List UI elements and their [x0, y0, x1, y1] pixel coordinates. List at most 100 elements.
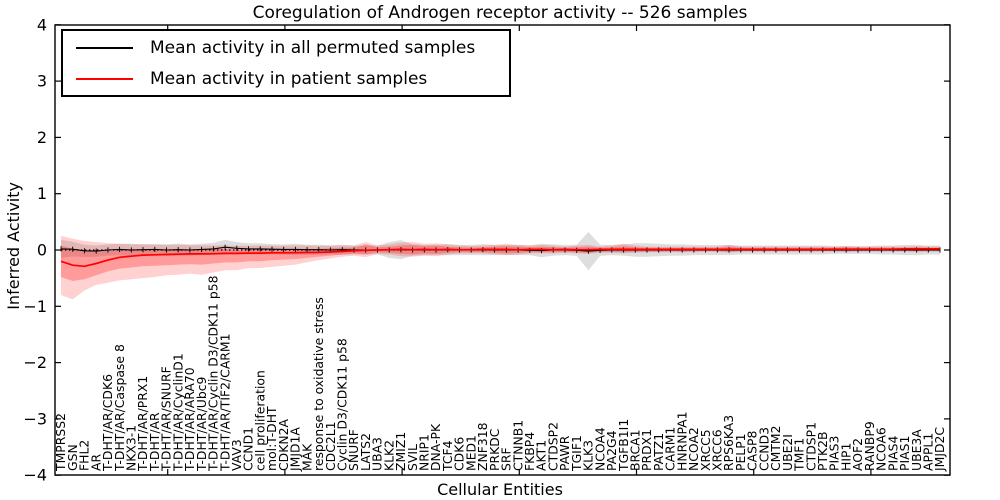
x-tick-label: BRCA1: [628, 429, 643, 471]
x-tick-label: PA2G4: [604, 430, 619, 471]
x-tick-label: PRDX1: [639, 429, 654, 471]
y-tick-label: −2: [23, 353, 47, 372]
x-tick-label: NRIP1: [417, 434, 432, 471]
x-tick-label: T-DHT/AR/TIF2/CARM1: [217, 334, 232, 472]
x-tick-label: FHL2: [77, 440, 92, 471]
x-tick-label: T-DHT/AR: [147, 412, 162, 472]
x-tick-label: CDC2L1: [323, 421, 338, 471]
x-tick-label: PELP1: [733, 433, 748, 471]
confidence-bands: [61, 232, 940, 300]
x-tick-label: CASP8: [745, 431, 760, 471]
x-tick-label: CARM1: [663, 427, 678, 471]
x-tick-label: Cyclin D3/CDK11 p58: [335, 338, 350, 471]
x-tick-label: TMPRSS2: [53, 413, 68, 472]
y-tick-label: −1: [23, 297, 47, 316]
x-tick-label: RANBP9: [862, 421, 877, 471]
x-axis-major-ticks: [167, 25, 872, 475]
x-tick-label: UBA3: [370, 437, 385, 471]
x-tick-label: AOF2: [850, 438, 865, 471]
x-tick-label: CTDSP2: [545, 422, 560, 471]
x-tick-label: T-DHT/AR/PRX1: [135, 376, 150, 472]
x-tick-label: DNA-PK: [428, 423, 443, 471]
x-tick-label: PIAS3: [827, 436, 842, 471]
x-tick-label: RPS6KA3: [721, 415, 736, 471]
patient-line-swatch: [76, 77, 133, 80]
y-tick-label: −3: [23, 409, 47, 428]
y-tick-label: 1: [37, 184, 47, 203]
legend-entry-patient: Mean activity in patient samples: [63, 63, 509, 94]
x-tick-label: VAV3: [229, 439, 244, 471]
y-tick-label: 3: [37, 72, 47, 91]
x-tick-label: T-DHT/AR/CDK6: [100, 374, 115, 472]
x-tick-label: CCND1: [241, 427, 256, 471]
x-tick-label: CTDSP1: [803, 422, 818, 471]
x-tick-label: SNURF: [346, 429, 361, 471]
x-tick-label: cell proliferation: [252, 370, 267, 471]
x-tick-label: response to oxidative stress: [311, 297, 326, 471]
x-tick-label: CDK6: [452, 437, 467, 471]
x-tick-label: SRF: [499, 447, 514, 471]
x-tick-label: PTK2B: [815, 431, 830, 471]
x-tick-label: CMTM2: [768, 426, 783, 472]
x-tick-label: TGFB1I1: [616, 419, 631, 472]
x-tick-label: CDKN2A: [276, 419, 291, 471]
permuted-band: [61, 232, 940, 271]
x-tick-label: JMJD2C: [932, 427, 947, 472]
x-axis-label: Cellular Entities: [437, 480, 563, 499]
x-tick-label: FKBP4: [522, 432, 537, 471]
x-tick-label: AKT1: [534, 440, 549, 471]
x-tick-label: GSN: [65, 444, 80, 471]
y-tick-label: 4: [37, 15, 47, 34]
y-tick-label: −4: [23, 466, 47, 485]
x-tick-label: T-DHT/AR/ARA70: [182, 367, 197, 472]
legend: Mean activity in all permuted samples Me…: [61, 29, 511, 97]
x-tick-label: SVIL: [405, 444, 420, 471]
x-tick-label: TGIF1: [569, 435, 584, 472]
x-tick-label: MED1: [463, 435, 478, 471]
x-tick-label: KLK2: [381, 440, 396, 471]
x-tick-label: CCND3: [756, 427, 771, 471]
x-tick-label: UBE2I: [780, 434, 795, 471]
x-tick-label: NCOA6: [874, 427, 889, 471]
x-tick-label: NCOA4: [592, 427, 607, 471]
x-tick-label: APPL1: [921, 433, 936, 471]
x-tick-label: TCF4: [440, 440, 455, 472]
patient-band-outer: [61, 235, 940, 300]
x-tick-label: PIAS4: [885, 436, 900, 471]
x-tick-label: T-DHT/AR/Ubc9: [194, 376, 209, 472]
x-tick-label: T-DHT/AR/Cyclin D3/CDK11 p58: [206, 275, 221, 472]
x-tick-label: AR: [88, 454, 103, 471]
x-tick-label: ZMIZ1: [393, 432, 408, 471]
x-tick-label: PIAS1: [897, 436, 912, 471]
x-tick-label: XRCC6: [710, 429, 725, 471]
x-tick-label: PAWR: [557, 435, 572, 471]
x-tick-label: PRKDC: [487, 429, 502, 471]
y-axis-ticks: 4 3 2 1 0 −1 −2 −3 −4: [23, 15, 950, 485]
chart-title: Coregulation of Androgen receptor activi…: [252, 3, 748, 23]
x-tick-label: JMJD1A: [288, 427, 303, 472]
x-tick-label: UBE3A: [909, 429, 924, 471]
x-tick-label: NCOA2: [686, 427, 701, 471]
legend-entry-permuted: Mean activity in all permuted samples: [63, 32, 509, 63]
patient-mean-line: [60, 248, 940, 268]
y-tick-label: 0: [37, 241, 47, 260]
x-tick-label: HIP1: [838, 443, 853, 471]
x-tick-label: MAK: [299, 443, 314, 471]
x-tick-label: NKX3-1: [124, 425, 139, 471]
x-tick-label: T-DHT/AR/CyclinD1: [170, 353, 185, 472]
x-tick-label: HNRNPA1: [674, 411, 689, 471]
x-tick-label: XRCC5: [698, 429, 713, 471]
y-tick-label: 2: [37, 128, 47, 147]
x-tick-label: mol:T-DHT: [264, 406, 279, 471]
legend-label-patient: Mean activity in patient samples: [150, 68, 428, 89]
x-tick-label: T-DHT/AR/SNURF: [159, 366, 174, 472]
x-tick-label: TMF1: [792, 438, 807, 472]
x-tick-label: PATZ1: [651, 433, 666, 471]
permuted-line-swatch: [76, 46, 133, 49]
legend-label-permuted: Mean activity in all permuted samples: [150, 37, 476, 58]
x-tick-labels: TMPRSS2GSNFHL2ART-DHT/AR/CDK6T-DHT/AR/Ca…: [53, 275, 947, 472]
x-tick-label: T-DHT/AR/Caspase 8: [112, 344, 127, 472]
x-tick-label: LATS2: [358, 433, 373, 471]
